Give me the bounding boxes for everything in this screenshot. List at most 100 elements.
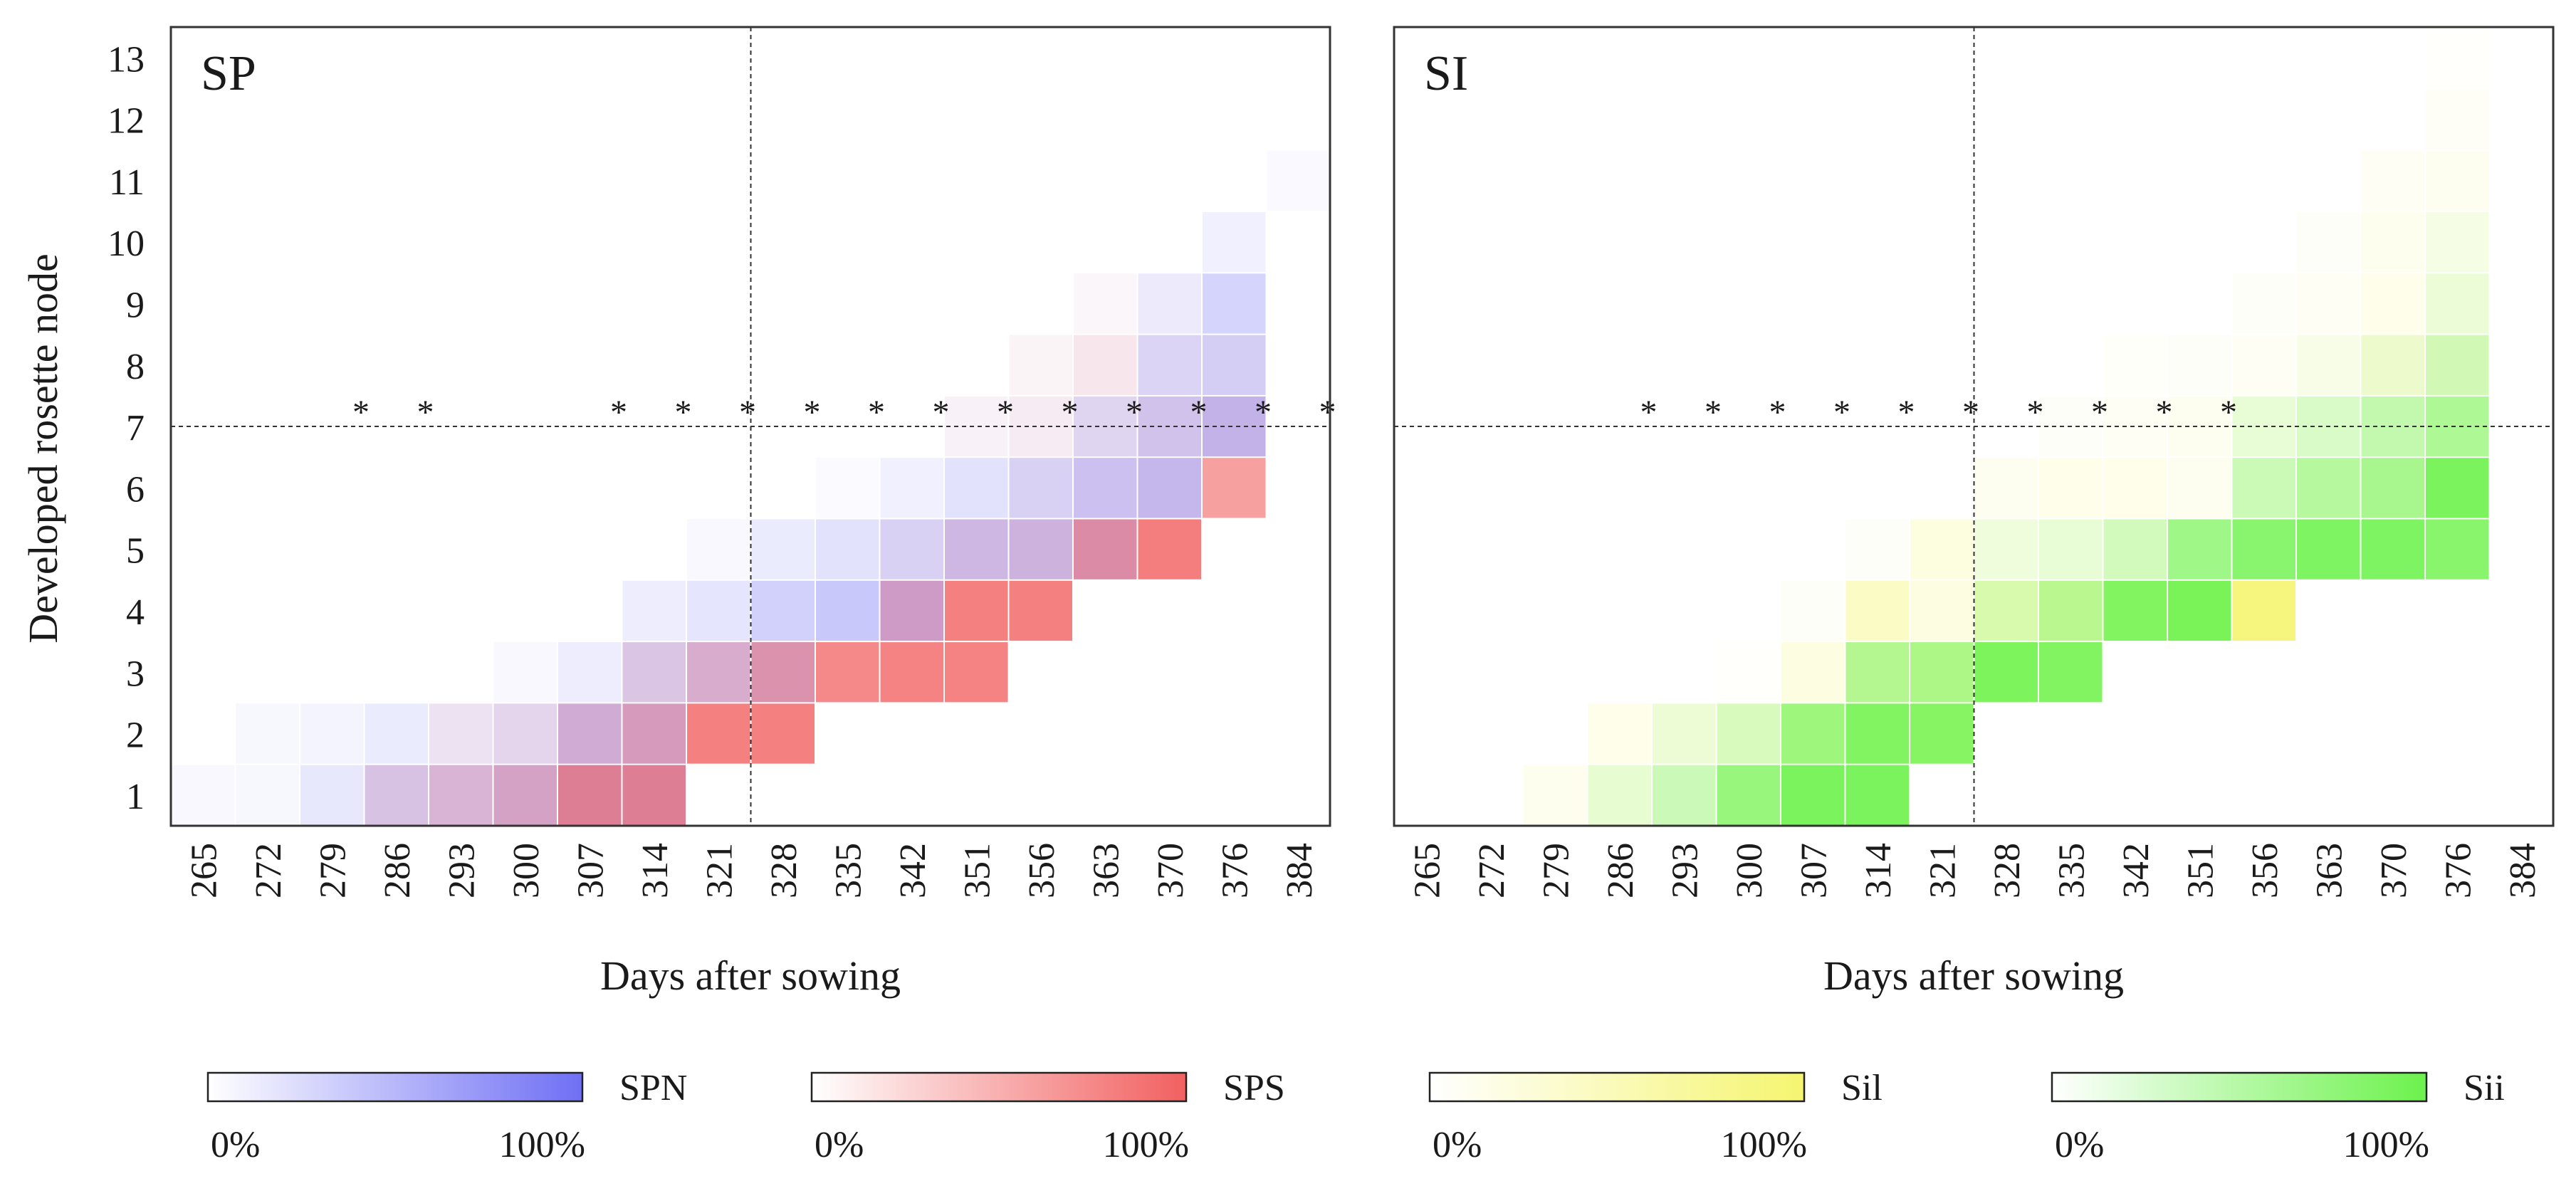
cell-sil-335-node-5 [2039,519,2103,579]
cell-sil-307-node-4 [1781,580,1845,641]
cell-sil-328-node-5 [1974,519,2038,579]
cell-spn-300-node-2 [493,703,557,764]
cell-spn-272-node-1 [236,765,299,825]
legend-min-label: 0% [815,1125,864,1165]
legend-max-label: 100% [2343,1125,2429,1165]
cell-spn-370-node-6 [1138,458,1201,518]
y-tick-4: 4 [126,592,145,633]
cell-sii-314-node-2 [1845,703,1909,764]
x-tick-300: 300 [1729,843,1770,898]
heatmap-cells-si [1524,89,2489,825]
cell-spn-363-node-8 [1074,335,1137,395]
x-tick-384: 384 [2503,843,2543,898]
cell-sps-370-node-9 [1138,273,1202,333]
cell-sil-335-node-4 [2039,580,2103,641]
y-tick-10: 10 [108,224,145,264]
significance-markers-si: * * * * * * * * * * [1640,394,2238,431]
x-tick-314: 314 [1858,843,1899,898]
significance-star-286: * [1640,394,1658,431]
cell-sps-300-node-2 [493,703,557,764]
cell-spn-384-node-11 [1267,150,1330,211]
cell-sii-307-node-1 [1781,765,1845,825]
cell-sps-370-node-8 [1138,335,1201,395]
x-tick-328: 328 [1987,843,2028,898]
cell-sii-376-node-6 [2426,458,2489,518]
x-tick-351: 351 [957,843,998,898]
cell-sil-286-node-1 [1588,765,1651,825]
cell-sps-328-node-3 [751,642,815,703]
cell-sii-376-node-8 [2426,335,2489,395]
significance-star-376: * [1255,394,1272,431]
cell-spn-342-node-6 [880,458,943,518]
legend-item-sii: Sii 0% 100% [2051,1068,2505,1165]
cell-sii-376-node-10 [2426,212,2489,273]
cell-sil-328-node-6 [1974,458,2038,518]
cell-sil-376-node-12 [2426,89,2489,149]
cell-sii-356-node-5 [2232,519,2295,579]
x-tick-265: 265 [1407,843,1447,898]
cell-sps-335-node-3 [816,642,879,703]
cell-sps-363-node-5 [1074,519,1137,579]
cell-sps-370-node-5 [1138,519,1201,579]
legend: SPN 0% 100% SPS 0% 100% Sil 0% 100% Sii 0% 100% [206,1068,2505,1165]
legend-item-sil: Sil 0% 100% [1428,1068,1883,1165]
legend-colorbar-sii [2051,1071,2428,1103]
cell-sil-356-node-9 [2232,273,2295,334]
x-tick-labels-si: 265 272 279 286 293 300 307 314 321 328 335 342 351 3… [1407,843,2543,898]
significance-star-321: * [1962,394,1979,431]
cell-spn-356-node-6 [1009,458,1072,518]
cell-sii-300-node-1 [1717,765,1780,825]
cell-sps-328-node-2 [751,703,815,764]
cell-spn-307-node-2 [558,703,622,764]
cell-spn-335-node-6 [816,458,879,518]
cell-sii-328-node-3 [1974,642,2038,703]
cell-sil-342-node-5 [2103,519,2167,579]
legend-label-sii: Sii [2464,1068,2505,1108]
cell-spn-356-node-5 [1009,519,1072,579]
significance-star-328: * [2027,394,2044,431]
y-tick-12: 12 [108,101,145,142]
plot-frame-si [1393,26,2555,827]
x-tick-279: 279 [1536,843,1576,898]
significance-star-293: * [1705,394,1722,431]
cell-sps-314-node-3 [622,642,686,703]
cell-spn-328-node-4 [751,580,815,641]
cell-spn-376-node-8 [1203,335,1266,395]
cell-sil-370-node-10 [2361,212,2424,273]
x-tick-376: 376 [1215,843,1255,898]
x-tick-272: 272 [248,843,289,898]
cell-spn-300-node-3 [493,642,557,703]
y-tick-11: 11 [109,162,145,203]
cell-sil-335-node-6 [2039,458,2103,518]
cell-spn-351-node-6 [945,458,1008,518]
significance-star-356: * [1062,394,1079,431]
cell-sps-293-node-1 [429,765,493,825]
cell-spn-376-node-9 [1203,273,1266,334]
significance-star-286: * [417,394,434,431]
legend-min-label: 0% [2055,1125,2104,1165]
cell-spn-335-node-5 [816,519,879,579]
cell-spn-314-node-2 [622,703,686,764]
cell-spn-376-node-10 [1203,212,1266,273]
cell-spn-321-node-3 [687,642,750,703]
x-tick-293: 293 [441,843,482,898]
legend-item-spn: SPN 0% 100% [206,1068,687,1165]
cell-sps-356-node-6 [1009,458,1072,518]
cell-sii-300-node-2 [1717,703,1780,764]
legend-max-label: 100% [499,1125,585,1165]
cell-spn-279-node-2 [300,703,364,764]
x-tick-293: 293 [1665,843,1705,898]
cell-spn-293-node-1 [429,765,493,825]
cell-sil-321-node-5 [1910,519,1974,579]
cell-sil-342-node-8 [2103,335,2167,395]
legend-label-sil: Sil [1841,1068,1883,1108]
cell-sii-351-node-4 [2168,580,2231,641]
significance-star-370: * [1190,394,1208,431]
cell-spn-265-node-1 [172,765,235,825]
cell-sps-356-node-4 [1009,580,1072,641]
y-tick-5: 5 [126,531,145,572]
cell-sil-328-node-4 [1974,580,2038,641]
cell-spn-321-node-5 [687,519,750,579]
